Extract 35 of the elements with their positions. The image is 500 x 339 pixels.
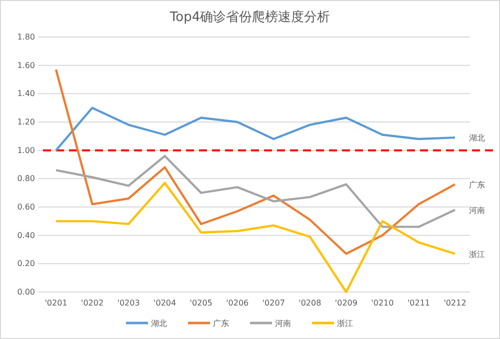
x-tick-label: '0207 <box>262 298 285 308</box>
y-tick-label: 0.00 <box>17 288 35 297</box>
x-tick-label: '0208 <box>298 298 322 308</box>
legend-label: 广东 <box>213 319 229 328</box>
line-series <box>54 154 456 228</box>
y-tick-label: 0.60 <box>17 202 35 212</box>
y-tick-label: 1.40 <box>17 89 35 98</box>
x-tick-label: '0209 <box>334 298 358 308</box>
legend-label: 浙江 <box>337 319 353 328</box>
x-tick-label: '0212 <box>444 298 466 308</box>
y-tick-label: 1.80 <box>17 32 35 42</box>
line-series <box>54 106 456 152</box>
text: 广东 <box>469 180 485 190</box>
x-tick-label: '0201 <box>44 298 68 308</box>
legend-label: 河南 <box>275 319 291 328</box>
x-tick-label: '0211 <box>407 298 430 308</box>
x-tick-label: '0202 <box>80 298 104 308</box>
x-tick-label: '0210 <box>371 298 394 308</box>
y-tick-label: 0.20 <box>17 259 35 268</box>
y-tick-label: 1.60 <box>17 60 35 70</box>
text: 湖北 <box>469 134 485 143</box>
x-tick-label: '0204 <box>154 298 176 308</box>
line-series <box>54 68 456 255</box>
y-tick-label: 1.00 <box>17 146 35 155</box>
line-series <box>54 182 456 294</box>
x-tick-label: '0205 <box>190 298 212 308</box>
y-tick-label: 0.80 <box>17 174 35 184</box>
x-tick-label: '0206 <box>226 298 249 308</box>
chart-title: Top4确诊省份爬榜速度分析 <box>168 9 330 25</box>
y-tick-label: 0.40 <box>17 230 35 240</box>
x-tick-label: '0203 <box>117 298 140 308</box>
y-tick-label: 1.20 <box>17 118 35 127</box>
text: 浙江 <box>469 250 485 259</box>
legend-label: 湖北 <box>151 319 167 328</box>
text: 河南 <box>469 206 485 215</box>
